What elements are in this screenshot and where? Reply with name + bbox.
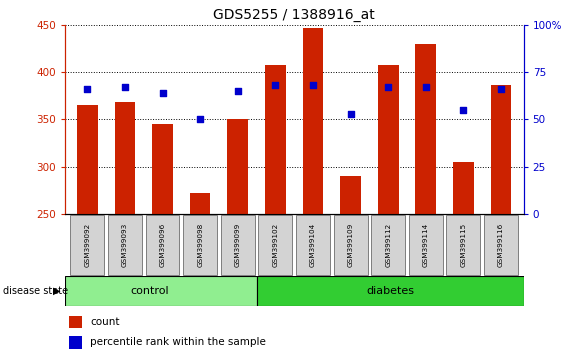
FancyBboxPatch shape <box>334 215 368 275</box>
Text: GSM399099: GSM399099 <box>235 223 241 267</box>
Point <box>158 90 167 96</box>
Point <box>195 117 204 122</box>
FancyBboxPatch shape <box>446 215 480 275</box>
Text: GSM399114: GSM399114 <box>423 223 429 267</box>
Bar <box>152 124 173 214</box>
Point <box>421 85 430 90</box>
FancyBboxPatch shape <box>484 215 518 275</box>
Text: GSM399102: GSM399102 <box>272 223 278 267</box>
Point <box>459 107 468 113</box>
Point <box>384 85 393 90</box>
Bar <box>453 162 473 214</box>
FancyBboxPatch shape <box>146 215 180 275</box>
Point <box>309 82 318 88</box>
Title: GDS5255 / 1388916_at: GDS5255 / 1388916_at <box>213 8 375 22</box>
Point <box>120 85 129 90</box>
FancyBboxPatch shape <box>371 215 405 275</box>
FancyBboxPatch shape <box>183 215 217 275</box>
Text: count: count <box>90 317 119 327</box>
Bar <box>303 28 323 214</box>
FancyBboxPatch shape <box>258 215 292 275</box>
Bar <box>77 105 97 214</box>
Point <box>346 111 355 116</box>
Text: GSM399104: GSM399104 <box>310 223 316 267</box>
Text: GSM399116: GSM399116 <box>498 223 504 267</box>
Point <box>83 86 92 92</box>
Text: disease state: disease state <box>3 286 68 296</box>
FancyBboxPatch shape <box>409 215 443 275</box>
Text: GSM399098: GSM399098 <box>197 223 203 267</box>
FancyBboxPatch shape <box>70 215 104 275</box>
Text: GSM399109: GSM399109 <box>347 223 354 267</box>
Text: GSM399096: GSM399096 <box>159 223 166 267</box>
Bar <box>190 193 211 214</box>
Bar <box>69 316 82 329</box>
Bar <box>378 64 399 214</box>
Point <box>233 88 242 94</box>
Text: diabetes: diabetes <box>366 286 414 296</box>
Text: GSM399092: GSM399092 <box>84 223 90 267</box>
FancyBboxPatch shape <box>296 215 330 275</box>
Bar <box>415 44 436 214</box>
Text: ▶: ▶ <box>53 286 61 296</box>
Bar <box>115 102 135 214</box>
Point <box>271 82 280 88</box>
Text: GSM399112: GSM399112 <box>385 223 391 267</box>
Text: control: control <box>130 286 169 296</box>
Text: percentile rank within the sample: percentile rank within the sample <box>90 337 266 348</box>
Bar <box>69 336 82 349</box>
FancyBboxPatch shape <box>221 215 254 275</box>
Text: GSM399115: GSM399115 <box>461 223 466 267</box>
Bar <box>491 85 511 214</box>
FancyBboxPatch shape <box>108 215 142 275</box>
Bar <box>65 276 257 306</box>
Bar <box>227 119 248 214</box>
Text: GSM399093: GSM399093 <box>122 223 128 267</box>
Bar <box>340 176 361 214</box>
Point <box>497 86 506 92</box>
Bar <box>257 276 524 306</box>
Bar <box>265 64 285 214</box>
